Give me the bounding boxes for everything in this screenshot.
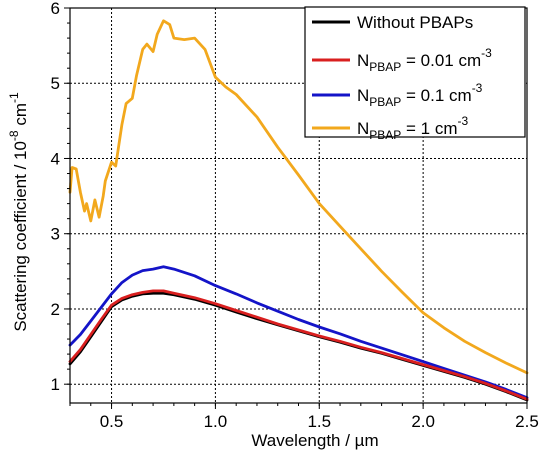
series-lines xyxy=(68,19,529,402)
x-tick-label: 1.5 xyxy=(307,412,331,431)
legend-box xyxy=(304,6,526,138)
x-tick-label: 2.5 xyxy=(515,412,539,431)
y-tick-label: 1 xyxy=(51,375,60,394)
series-line-0-1 xyxy=(68,265,529,400)
legend: Without PBAPs NPBAP = 0.01 cm-3 NPBAP = … xyxy=(304,6,526,142)
y-tick-label: 3 xyxy=(51,225,60,244)
y-tick-label: 4 xyxy=(51,149,60,168)
legend-label: NPBAP = 1 cm-3 xyxy=(357,114,469,142)
y-axis-label: Scattering coefficient / 10-8 cm-1 xyxy=(7,92,30,332)
x-tick-label: 0.5 xyxy=(100,412,124,431)
x-tick-label: 2.0 xyxy=(411,412,435,431)
legend-item-1: NPBAP = 1 cm-3 xyxy=(312,114,469,142)
series-line-0-01 xyxy=(68,289,529,401)
legend-item-without-pbaps: Without PBAPs xyxy=(312,13,473,32)
y-tick-label: 2 xyxy=(51,300,60,319)
legend-label: Without PBAPs xyxy=(357,13,473,32)
series-line-1 xyxy=(68,19,529,375)
y-tick-label: 5 xyxy=(51,74,60,93)
x-tick-label: 1.0 xyxy=(204,412,228,431)
legend-item-0-01: NPBAP = 0.01 cm-3 xyxy=(312,46,492,74)
legend-label: NPBAP = 0.01 cm-3 xyxy=(357,46,492,74)
legend-label: NPBAP = 0.1 cm-3 xyxy=(357,81,483,109)
y-tick-label: 6 xyxy=(51,0,60,18)
x-axis-label: Wavelength / µm xyxy=(251,431,378,450)
axis-ticks: 0.5 1.0 1.5 2.0 2.5 1 2 3 4 5 6 xyxy=(51,0,539,431)
legend-item-0-1: NPBAP = 0.1 cm-3 xyxy=(312,81,483,109)
